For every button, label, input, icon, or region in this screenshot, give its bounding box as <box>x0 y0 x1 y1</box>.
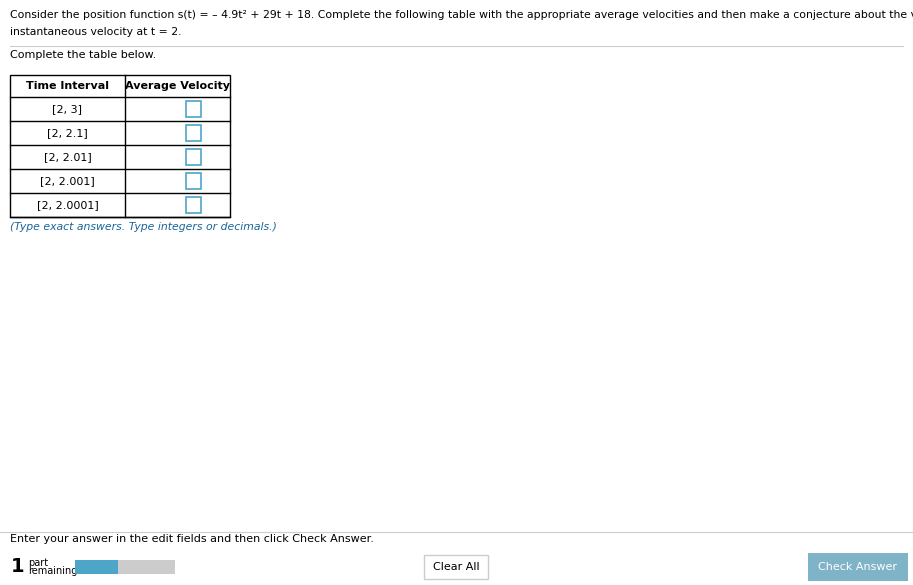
Text: Enter your answer in the edit fields and then click Check Answer.: Enter your answer in the edit fields and… <box>10 534 374 544</box>
Bar <box>75 560 118 574</box>
Text: 1: 1 <box>11 558 25 576</box>
Text: Clear All: Clear All <box>433 562 479 572</box>
Text: instantaneous velocity at t = 2.: instantaneous velocity at t = 2. <box>10 27 182 37</box>
Bar <box>185 173 201 189</box>
Text: part: part <box>28 558 48 568</box>
Bar <box>185 125 201 141</box>
Text: Complete the table below.: Complete the table below. <box>10 50 156 60</box>
Text: remaining: remaining <box>28 566 78 576</box>
Text: Average Velocity: Average Velocity <box>125 81 230 91</box>
Text: [2, 3]: [2, 3] <box>53 104 82 114</box>
Text: [2, 2.01]: [2, 2.01] <box>44 152 91 162</box>
Text: [2, 2.1]: [2, 2.1] <box>47 128 88 138</box>
Bar <box>185 149 201 165</box>
Bar <box>424 555 488 579</box>
Bar <box>75 560 175 574</box>
Bar <box>10 75 230 217</box>
Text: Time Interval: Time Interval <box>26 81 109 91</box>
Bar <box>185 197 201 213</box>
Bar <box>185 101 201 117</box>
Text: Consider the position function s(t) = – 4.9t² + 29t + 18. Complete the following: Consider the position function s(t) = – … <box>10 10 913 20</box>
Text: Check Answer: Check Answer <box>818 562 897 572</box>
Bar <box>808 553 908 581</box>
Text: (Type exact answers. Type integers or decimals.): (Type exact answers. Type integers or de… <box>10 222 277 232</box>
Text: [2, 2.0001]: [2, 2.0001] <box>37 200 99 210</box>
Text: [2, 2.001]: [2, 2.001] <box>40 176 95 186</box>
